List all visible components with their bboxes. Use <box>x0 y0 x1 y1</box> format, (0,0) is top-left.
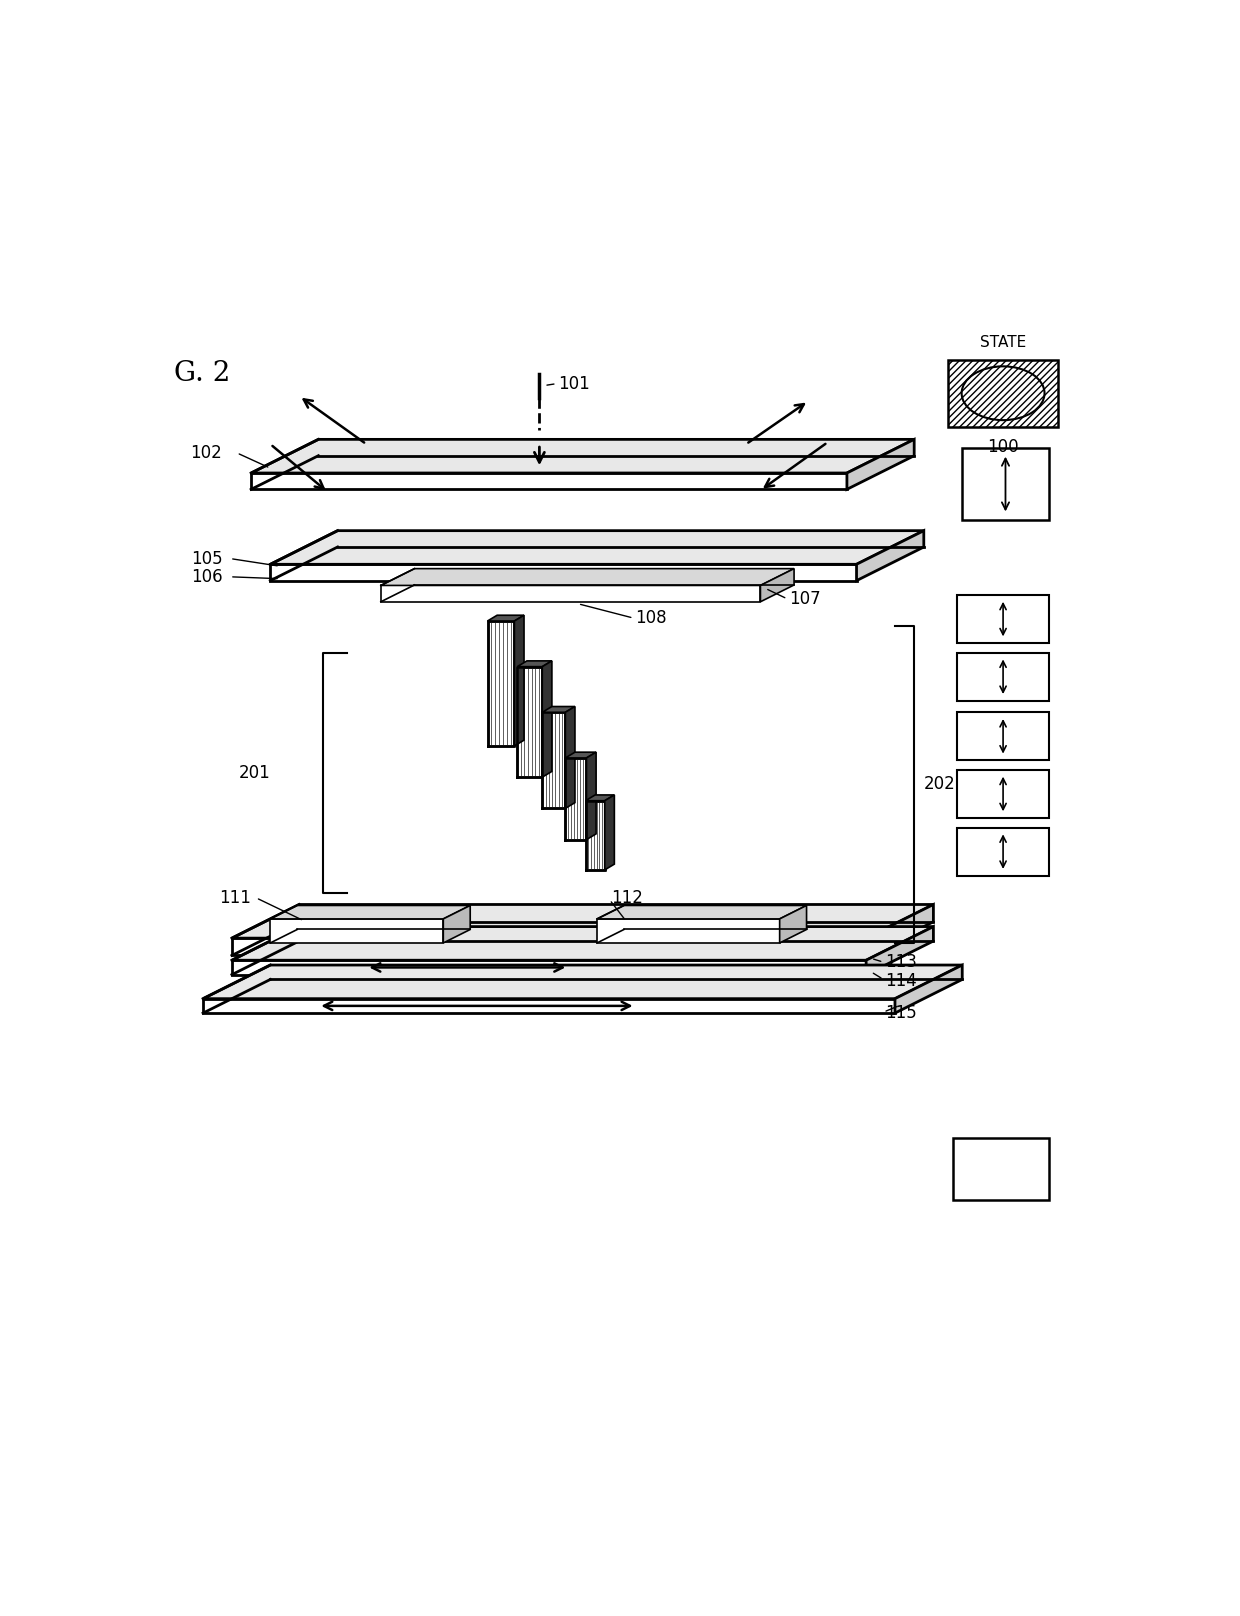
Bar <box>957 827 1049 876</box>
Polygon shape <box>517 667 542 777</box>
Polygon shape <box>270 905 470 920</box>
Text: 106: 106 <box>191 567 222 585</box>
Polygon shape <box>596 905 806 920</box>
Bar <box>957 653 1049 701</box>
Polygon shape <box>444 905 470 942</box>
Bar <box>952 1138 1049 1201</box>
Polygon shape <box>605 795 614 869</box>
Polygon shape <box>270 564 857 580</box>
Polygon shape <box>585 800 605 869</box>
Text: 101: 101 <box>558 375 590 393</box>
Polygon shape <box>565 751 596 758</box>
Text: 115: 115 <box>885 1004 918 1021</box>
Polygon shape <box>270 920 444 942</box>
Polygon shape <box>587 751 596 840</box>
Text: 112: 112 <box>611 889 644 907</box>
Polygon shape <box>381 569 794 585</box>
Text: 113: 113 <box>885 953 918 971</box>
Polygon shape <box>895 965 962 1013</box>
Polygon shape <box>585 795 614 800</box>
Text: 105: 105 <box>191 549 222 567</box>
Polygon shape <box>760 569 794 601</box>
Polygon shape <box>596 920 780 942</box>
Text: G. 2: G. 2 <box>174 360 231 386</box>
Polygon shape <box>542 706 575 713</box>
Text: 102: 102 <box>191 444 222 462</box>
Polygon shape <box>866 905 934 955</box>
Bar <box>962 448 1049 520</box>
Text: 201: 201 <box>238 764 270 782</box>
Polygon shape <box>866 926 934 974</box>
Polygon shape <box>515 616 525 747</box>
Polygon shape <box>270 530 924 564</box>
Polygon shape <box>232 926 934 960</box>
Text: 100: 100 <box>987 438 1019 456</box>
Polygon shape <box>517 661 552 667</box>
Polygon shape <box>847 440 914 490</box>
Polygon shape <box>232 960 866 974</box>
Polygon shape <box>487 621 515 747</box>
Text: 107: 107 <box>789 590 821 608</box>
Bar <box>957 769 1049 818</box>
Bar <box>947 360 1058 427</box>
Polygon shape <box>565 706 575 808</box>
Polygon shape <box>203 999 895 1013</box>
Bar <box>947 360 1058 427</box>
Polygon shape <box>857 530 924 580</box>
Text: 108: 108 <box>635 609 667 627</box>
Polygon shape <box>381 585 760 601</box>
Text: STATE: STATE <box>980 335 1027 351</box>
Polygon shape <box>232 905 934 939</box>
Text: 114: 114 <box>885 973 918 991</box>
Bar <box>957 595 1049 643</box>
Polygon shape <box>232 939 866 955</box>
Polygon shape <box>203 965 962 999</box>
Polygon shape <box>565 758 587 840</box>
Polygon shape <box>780 905 806 942</box>
Polygon shape <box>542 661 552 777</box>
Text: 202: 202 <box>924 776 956 793</box>
Bar <box>957 713 1049 761</box>
Text: 111: 111 <box>219 889 250 907</box>
Polygon shape <box>542 713 565 808</box>
Polygon shape <box>487 616 525 621</box>
Polygon shape <box>250 473 847 490</box>
Polygon shape <box>250 440 914 473</box>
